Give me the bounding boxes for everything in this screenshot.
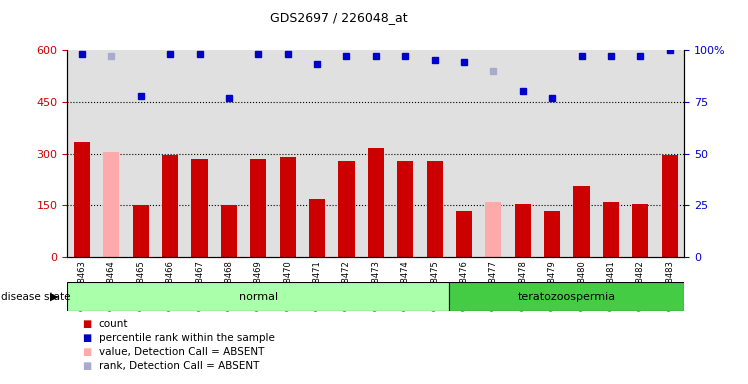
Bar (74, 142, 90, 257)
Bar (397, 161, 414, 257)
Text: ■: ■ (82, 347, 91, 357)
Bar (302, 50, 332, 257)
Bar (185, 50, 214, 257)
Bar (368, 149, 384, 257)
Bar (662, 156, 678, 257)
Bar (567, 50, 596, 257)
Bar (132, 205, 149, 257)
Bar (67, 282, 450, 311)
Bar (450, 50, 479, 257)
Bar (338, 161, 355, 257)
Text: ▶: ▶ (50, 291, 59, 302)
Bar (538, 50, 567, 257)
Text: rank, Detection Call = ABSENT: rank, Detection Call = ABSENT (99, 361, 259, 371)
Bar (390, 50, 420, 257)
Bar (126, 50, 156, 257)
Bar (214, 50, 244, 257)
Bar (191, 159, 208, 257)
Bar (280, 157, 295, 257)
Bar (625, 50, 655, 257)
Bar (596, 50, 625, 257)
Bar (103, 152, 120, 257)
Bar (420, 50, 450, 257)
Bar (361, 50, 390, 257)
Bar (450, 282, 684, 311)
Bar (456, 211, 472, 257)
Text: ■: ■ (82, 333, 91, 343)
Text: GDS2697 / 226048_at: GDS2697 / 226048_at (270, 12, 407, 25)
Bar (632, 204, 649, 257)
Text: ■: ■ (82, 361, 91, 371)
Bar (508, 50, 538, 257)
Text: normal: normal (239, 291, 278, 302)
Bar (162, 156, 178, 257)
Text: count: count (99, 319, 128, 329)
Bar (574, 187, 589, 257)
Text: disease state: disease state (1, 291, 70, 302)
Bar (67, 50, 96, 257)
Bar (479, 50, 508, 257)
Bar (603, 202, 619, 257)
Bar (251, 159, 266, 257)
Bar (426, 161, 443, 257)
Bar (96, 50, 126, 257)
Bar (485, 202, 501, 257)
Bar (156, 50, 185, 257)
Text: value, Detection Call = ABSENT: value, Detection Call = ABSENT (99, 347, 264, 357)
Bar (273, 50, 302, 257)
Bar (544, 211, 560, 257)
Text: percentile rank within the sample: percentile rank within the sample (99, 333, 275, 343)
Bar (309, 199, 325, 257)
Text: teratozoospermia: teratozoospermia (518, 291, 616, 302)
Text: ■: ■ (82, 319, 91, 329)
Bar (221, 205, 237, 257)
Bar (244, 50, 273, 257)
Bar (655, 50, 684, 257)
Bar (515, 204, 531, 257)
Bar (332, 50, 361, 257)
